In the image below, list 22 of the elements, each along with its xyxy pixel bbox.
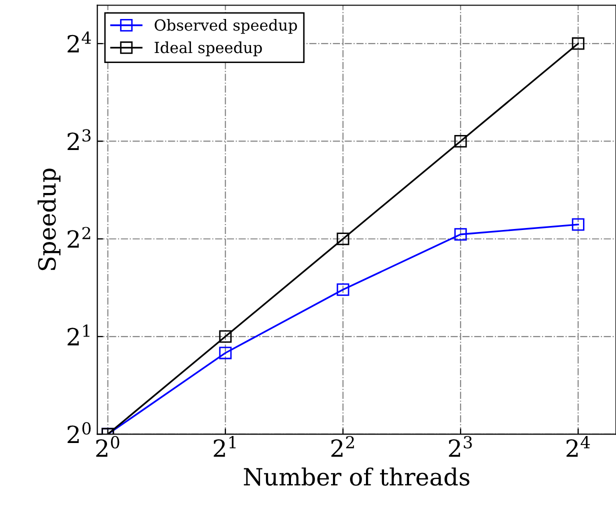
y-tick-label: 2$^{0}$ bbox=[68, 422, 91, 443]
x-tick-label: 2$^{2}$ bbox=[331, 436, 354, 457]
point bbox=[219, 330, 232, 343]
legend-label: Ideal speedup bbox=[154, 41, 262, 56]
point bbox=[336, 283, 350, 296]
point bbox=[572, 218, 584, 231]
point bbox=[219, 346, 232, 360]
y-tick-label: 2$^{4}$ bbox=[68, 32, 91, 52]
x-tick-label: 2$^{1}$ bbox=[214, 436, 236, 457]
x-axis-title: Number of threads bbox=[244, 467, 470, 486]
point bbox=[336, 232, 350, 246]
y-tick-label: 2$^{2}$ bbox=[68, 226, 90, 248]
point bbox=[572, 37, 584, 50]
point bbox=[454, 228, 467, 241]
y-axis-title: Speedup bbox=[38, 168, 60, 270]
point bbox=[454, 134, 467, 148]
y-tick-label: 2$^{3}$ bbox=[68, 129, 91, 150]
legend-label: Observed speedup bbox=[154, 19, 297, 34]
x-tick-label: 2$^{0}$ bbox=[96, 436, 120, 457]
x-tick-label: 2$^{3}$ bbox=[448, 436, 472, 457]
y-tick-label: 2$^{1}$ bbox=[68, 324, 90, 346]
x-tick-label: 2$^{4}$ bbox=[566, 436, 590, 457]
